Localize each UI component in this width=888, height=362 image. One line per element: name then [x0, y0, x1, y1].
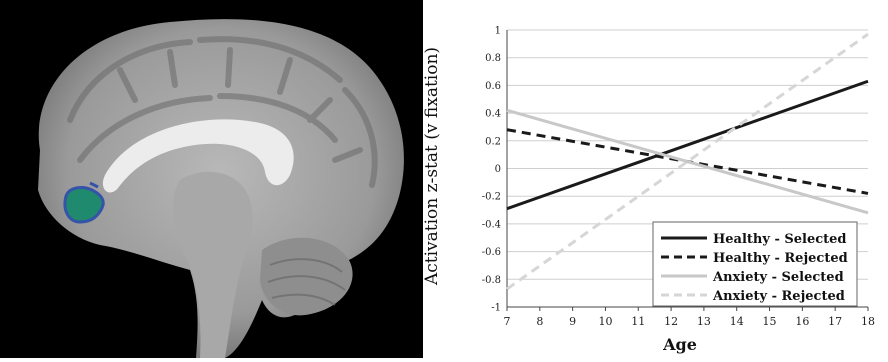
y-tick-label: -0.8 [482, 275, 501, 286]
x-tick-label: 13 [697, 315, 711, 328]
y-tick-label: 0.2 [485, 136, 501, 147]
x-tick-label: 11 [631, 315, 645, 328]
y-tick-label: 0.6 [485, 81, 501, 92]
legend: Healthy - Selected Healthy - Rejected Anxi… [652, 221, 858, 307]
y-tick-label: -0.4 [482, 219, 501, 230]
x-tick-labels: 7 8 9 10 11 12 13 14 15 16 17 18 [504, 315, 876, 328]
x-tick-label: 18 [861, 315, 875, 328]
x-tick-label: 8 [536, 315, 543, 328]
y-axis-label: Activation z-stat (v fixation) [423, 47, 442, 286]
y-tick-label: 0 [495, 164, 501, 175]
y-tick-label: -0.6 [482, 247, 501, 258]
series-line [506, 108, 869, 215]
axes [506, 30, 869, 311]
x-tick-label: 9 [569, 315, 576, 328]
y-tick-label: -0.2 [482, 192, 501, 203]
y-tick-labels: -1 -0.8 -0.6 -0.4 -0.2 0 0.2 0.4 0.6 0.8 1 [482, 26, 501, 314]
y-tick-label: 0.4 [485, 109, 501, 120]
series-lines [506, 32, 869, 291]
line-chart: 7 8 9 10 11 12 13 14 15 16 17 18 -1-0.8-0.6-0.4-0.2… [422, 26, 876, 355]
x-axis-label: Age [662, 335, 697, 354]
brainstem [172, 171, 253, 358]
x-tick-label: 15 [763, 315, 777, 328]
series-line [506, 79, 869, 211]
x-tick-label: 16 [795, 315, 809, 328]
x-tick-label: 7 [504, 315, 511, 328]
legend-label: Anxiety - Selected [712, 270, 844, 285]
chart-panel: 7 8 9 10 11 12 13 14 15 16 17 18 -1 -0.8 -0.6 -0.4 -0.2… [422, 0, 888, 358]
series-line [506, 32, 869, 291]
roi-activation [63, 186, 105, 224]
x-tick-label: 12 [664, 315, 678, 328]
y-tick-label: 1 [495, 26, 501, 37]
legend-label: Anxiety - Rejected [712, 289, 845, 304]
brain-image [0, 0, 423, 358]
sulci [67, 36, 378, 188]
x-tick-label: 10 [598, 315, 612, 328]
x-tick-label: 17 [828, 315, 842, 328]
legend-box [652, 221, 858, 307]
x-tick-label: 14 [730, 315, 744, 328]
legend-label: Healthy - Selected [713, 232, 847, 247]
y-tick-label: 0.8 [485, 53, 501, 64]
y-tick-label: -1 [491, 303, 501, 314]
corpus-callosum [102, 119, 294, 193]
legend-label: Healthy - Rejected [713, 251, 848, 266]
brain-mri-sagittal [0, 0, 423, 358]
